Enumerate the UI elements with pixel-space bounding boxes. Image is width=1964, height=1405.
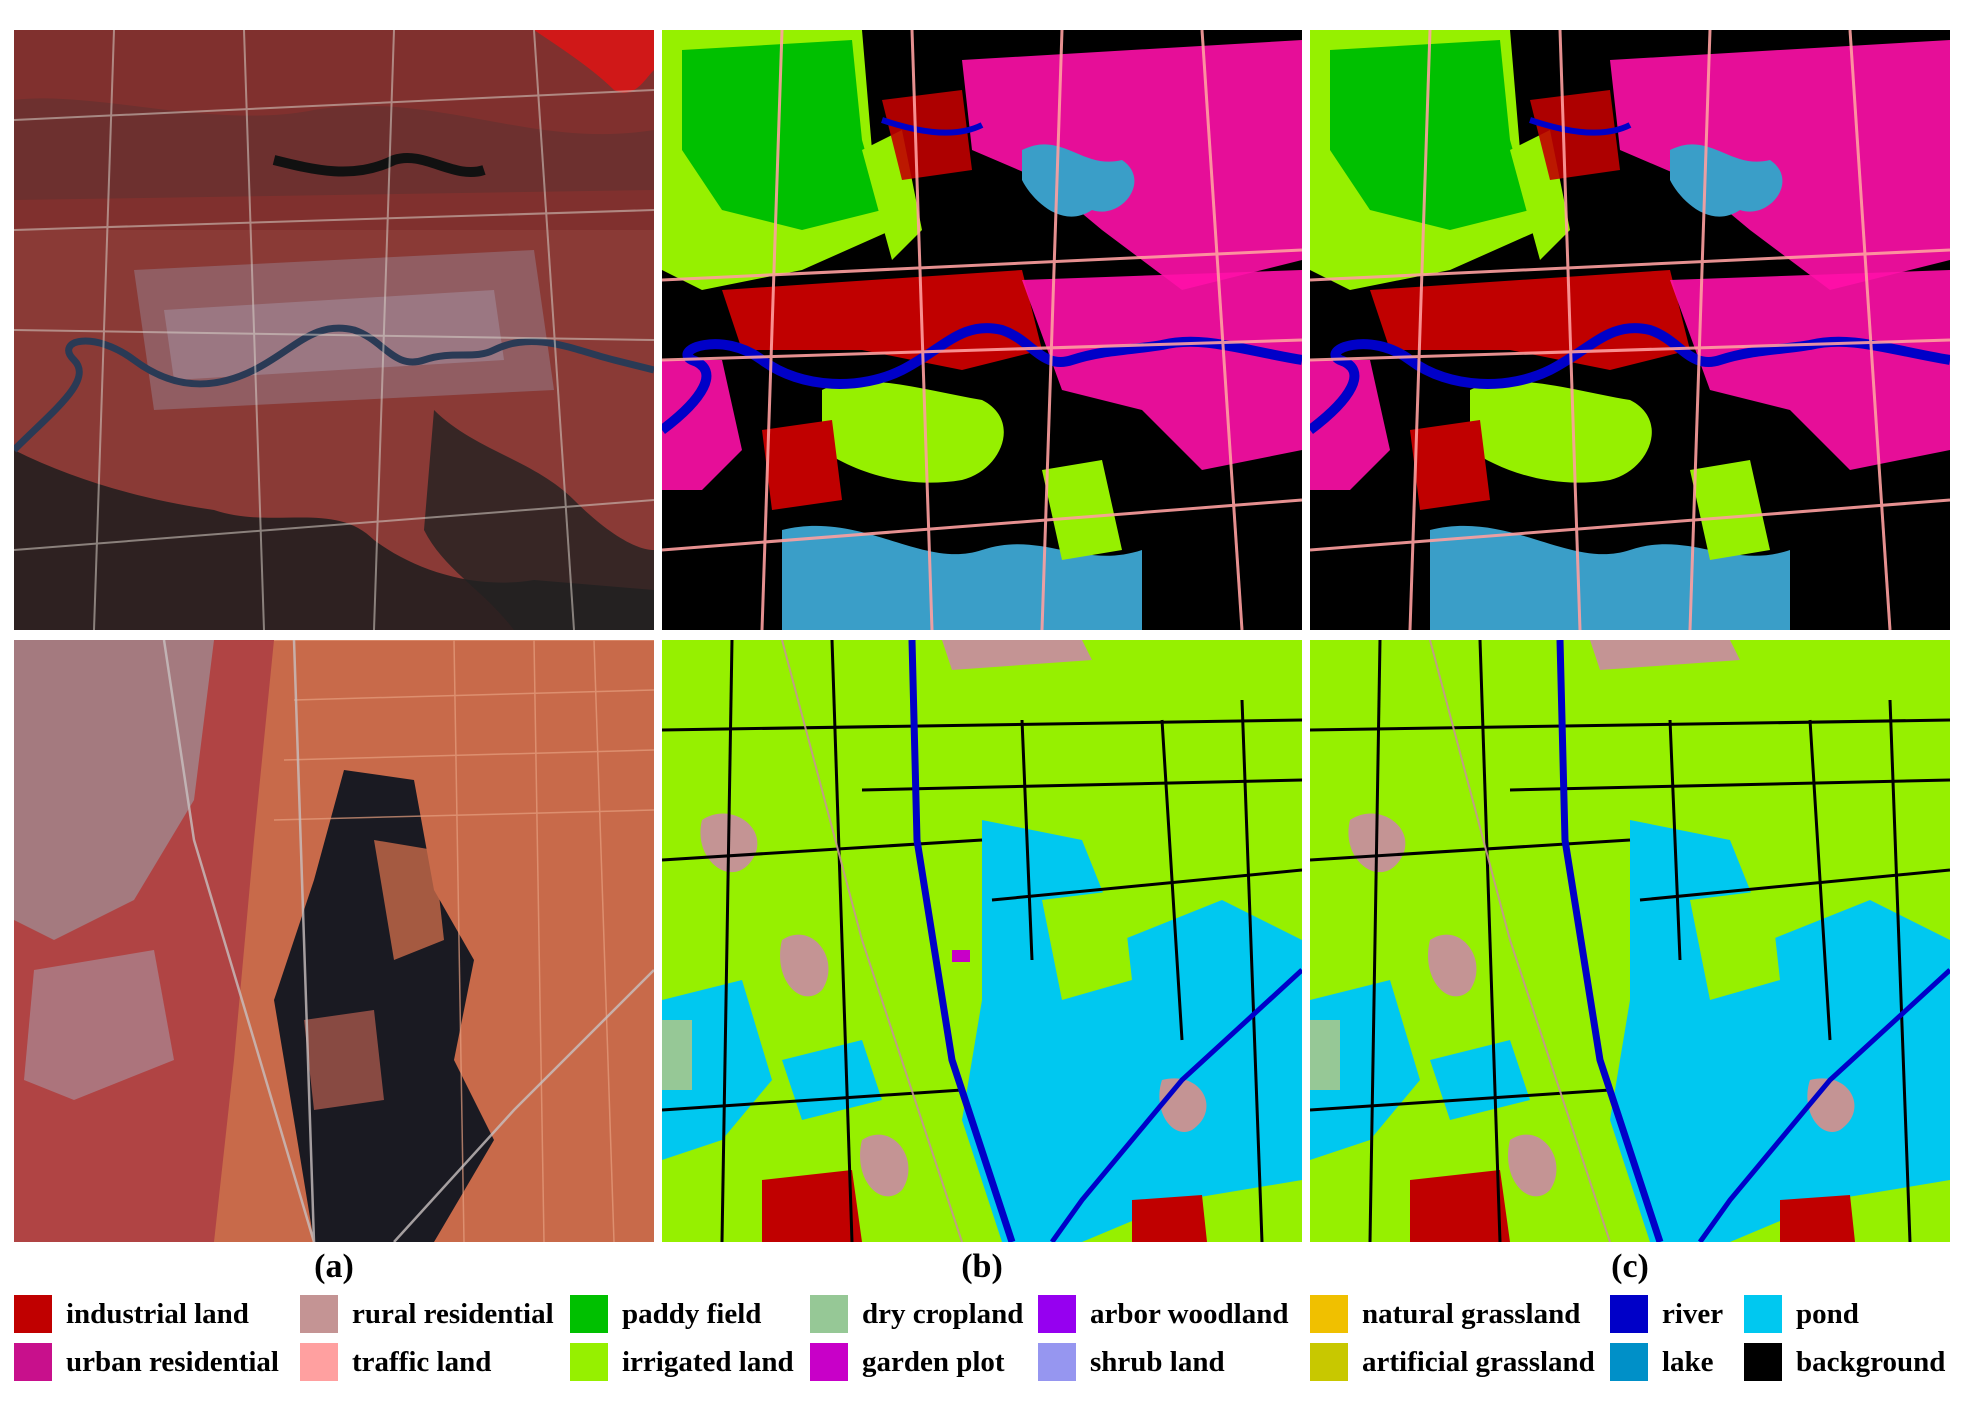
legend-label: irrigated land [622,1345,794,1378]
legend-label: background [1796,1345,1946,1378]
legend-swatch [570,1295,608,1333]
legend-label: pond [1796,1297,1859,1330]
legend-swatch [1310,1343,1348,1381]
classification-map-bottom-c [1310,640,1950,1242]
legend-item-artificial-grassland: artificial grassland [1310,1343,1595,1381]
legend-swatch [810,1295,848,1333]
satellite-image-top [14,30,654,630]
legend-label: rural residential [352,1297,554,1330]
legend-swatch [810,1343,848,1381]
legend-swatch [570,1343,608,1381]
legend-label: traffic land [352,1345,492,1378]
legend-item-arbor-woodland: arbor woodland [1038,1295,1288,1333]
legend-item-river: river [1610,1295,1723,1333]
legend-item-shrub-land: shrub land [1038,1343,1225,1381]
legend-label: urban residential [66,1345,279,1378]
legend-swatch [1038,1343,1076,1381]
classification-map-top-b [662,30,1302,630]
legend-item-rural-residential: rural residential [300,1295,554,1333]
legend-item-irrigated-land: irrigated land [570,1343,794,1381]
caption-a: (a) [314,1248,354,1285]
legend-swatch [1744,1295,1782,1333]
legend-label: shrub land [1090,1345,1225,1378]
legend-swatch [1610,1343,1648,1381]
legend: industrial land urban residential rural … [14,1295,1954,1395]
legend-label: lake [1662,1345,1714,1378]
legend-label: arbor woodland [1090,1297,1289,1330]
legend-swatch [14,1343,52,1381]
legend-label: industrial land [66,1297,249,1330]
legend-swatch [1038,1295,1076,1333]
legend-swatch [14,1295,52,1333]
legend-item-lake: lake [1610,1343,1714,1381]
legend-item-traffic-land: traffic land [300,1343,491,1381]
caption-b: (b) [961,1248,1003,1285]
legend-swatch [1744,1343,1782,1381]
legend-label: artificial grassland [1362,1345,1595,1378]
legend-label: paddy field [622,1297,762,1330]
classification-map-top-c [1310,30,1950,630]
legend-item-background: background [1744,1343,1945,1381]
caption-c: (c) [1611,1248,1649,1285]
legend-item-pond: pond [1744,1295,1859,1333]
legend-swatch [1310,1295,1348,1333]
legend-swatch [300,1295,338,1333]
legend-label: river [1662,1297,1724,1330]
legend-label: garden plot [862,1345,1005,1378]
classification-map-bottom-b [662,640,1302,1242]
legend-item-urban-residential: urban residential [14,1343,279,1381]
legend-swatch [300,1343,338,1381]
legend-label: dry cropland [862,1297,1024,1330]
legend-item-paddy-field: paddy field [570,1295,761,1333]
legend-label: natural grassland [1362,1297,1581,1330]
legend-swatch [1610,1295,1648,1333]
legend-item-garden-plot: garden plot [810,1343,1005,1381]
legend-item-industrial-land: industrial land [14,1295,249,1333]
satellite-image-bottom [14,640,654,1242]
legend-item-dry-cropland: dry cropland [810,1295,1023,1333]
legend-item-natural-grassland: natural grassland [1310,1295,1580,1333]
